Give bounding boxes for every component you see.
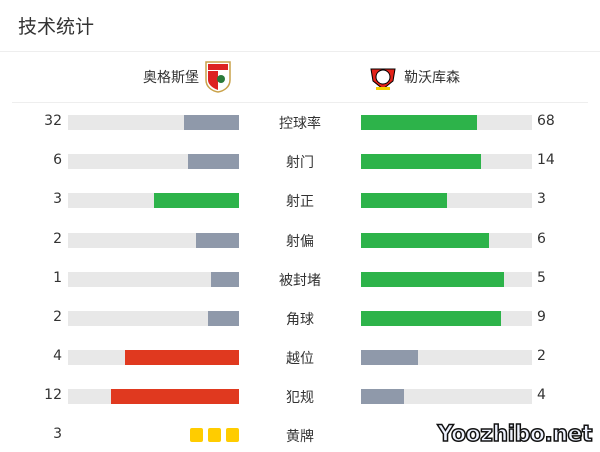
home-value: 32	[44, 113, 62, 129]
yellow-card-icon	[208, 428, 221, 442]
away-value: 3	[537, 191, 546, 208]
stat-row: 12 犯规 4	[0, 387, 600, 407]
stat-row: 2 角球 9	[0, 309, 600, 328]
stat-row: 32 控球率 68	[0, 113, 600, 132]
away-bar	[361, 193, 447, 209]
stat-label: 控球率	[279, 116, 321, 132]
stat-label: 越位	[286, 351, 314, 368]
stat-row: 3 射正 3	[0, 191, 600, 211]
stat-label: 射偏	[286, 233, 314, 250]
away-bar-track	[361, 232, 532, 248]
away-value: 6	[537, 230, 546, 247]
away-bar-track	[361, 115, 532, 130]
home-team: 奥格斯堡	[143, 61, 231, 93]
away-bar	[361, 115, 478, 130]
away-bar	[361, 350, 418, 366]
home-bar-track	[68, 311, 239, 326]
away-team-name: 勒沃库森	[404, 70, 460, 86]
stat-label: 犯规	[286, 390, 314, 407]
home-value: 2	[53, 230, 62, 247]
leverkusen-logo-icon	[370, 68, 396, 90]
home-bar	[153, 193, 239, 209]
home-bar-track	[68, 271, 239, 287]
away-bar	[361, 389, 404, 405]
home-value: 4	[53, 348, 62, 365]
stat-row: 2 射偏 6	[0, 230, 600, 250]
watermark: Yoozhibo.net	[437, 421, 593, 448]
yellow-card-icon	[190, 428, 203, 442]
home-yellow-cards	[190, 428, 239, 442]
away-bar-track	[361, 311, 532, 326]
away-bar-track	[361, 154, 532, 170]
away-bar	[361, 154, 481, 170]
home-value: 3	[53, 426, 62, 442]
home-team-name: 奥格斯堡	[143, 70, 199, 86]
away-bar	[361, 311, 501, 326]
away-bar	[361, 232, 490, 248]
away-value: 9	[537, 309, 546, 325]
home-value: 6	[53, 152, 62, 169]
home-bar	[125, 350, 239, 366]
home-bar-track	[68, 154, 239, 170]
panel-title: 技术统计	[18, 16, 95, 38]
home-value: 2	[53, 309, 62, 325]
away-bar-track	[361, 271, 532, 287]
home-bar	[196, 232, 239, 248]
divider	[0, 51, 600, 52]
stat-row: 4 越位 2	[0, 348, 600, 368]
home-bar-track	[68, 193, 239, 209]
away-bar-track	[361, 193, 532, 209]
yellow-card-icon	[226, 428, 239, 442]
away-bar-track	[361, 350, 532, 366]
stat-label: 被封堵	[279, 272, 321, 289]
home-bar	[184, 115, 239, 130]
away-value: 4	[537, 387, 546, 404]
stat-label: 黄牌	[286, 429, 314, 445]
home-bar-track	[68, 389, 239, 405]
home-value: 12	[44, 387, 62, 404]
home-value: 1	[53, 269, 62, 286]
away-bar	[361, 271, 504, 287]
home-bar	[210, 271, 239, 287]
away-value: 68	[537, 113, 555, 129]
stat-label: 射门	[286, 155, 314, 172]
away-value: 5	[537, 269, 546, 286]
home-bar	[207, 311, 239, 326]
divider	[12, 102, 588, 103]
home-value: 3	[53, 191, 62, 208]
away-bar-track	[361, 389, 532, 405]
stat-label: 角球	[286, 312, 314, 328]
stat-row: 6 射门 14	[0, 152, 600, 172]
home-bar-track	[68, 115, 239, 130]
augsburg-logo-icon	[205, 61, 231, 93]
home-bar	[110, 389, 239, 405]
stat-row: 1 被封堵 5	[0, 269, 600, 289]
stat-label: 射正	[286, 194, 314, 211]
away-value: 14	[537, 152, 555, 169]
home-bar	[187, 154, 239, 170]
stat-row-yellow-cards: 3 黄牌	[0, 426, 600, 445]
away-team: 勒沃库森	[368, 62, 460, 92]
home-bar-track	[68, 350, 239, 366]
away-value: 2	[537, 348, 546, 365]
home-bar-track	[68, 232, 239, 248]
